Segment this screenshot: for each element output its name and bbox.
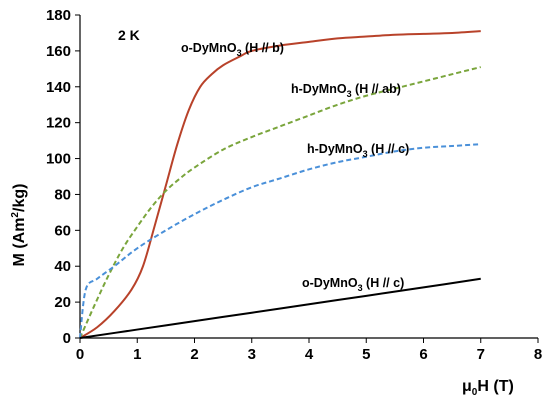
x-tick-label: 8 <box>534 346 542 363</box>
y-tick-label: 80 <box>54 186 71 203</box>
x-tick-label: 6 <box>419 346 427 363</box>
series-o-dymno3-h-c <box>79 277 481 339</box>
y-tick-label: 20 <box>54 294 71 311</box>
label-o-b: o-DyMnO3 (H // b) <box>181 41 284 58</box>
x-tick-label: 0 <box>76 346 84 363</box>
y-tick-label: 0 <box>63 330 71 347</box>
x-tick-label: 7 <box>477 346 485 363</box>
y-tick-label: 120 <box>46 115 71 132</box>
series-layer <box>79 30 481 339</box>
series-h-dymno3-h-ab <box>79 66 481 339</box>
x-tick-label: 1 <box>133 346 141 363</box>
temperature-label: 2 K <box>118 27 140 43</box>
x-tick-label: 5 <box>362 346 370 363</box>
y-tick-label: 100 <box>46 151 71 168</box>
y-tick-label: 60 <box>54 222 71 239</box>
y-tick-label: 180 <box>46 7 71 24</box>
y-tick-label: 140 <box>46 79 71 96</box>
x-tick-label: 4 <box>305 346 314 363</box>
x-tick-label: 2 <box>190 346 198 363</box>
series-o-dymno3-h-b <box>79 30 481 339</box>
label-h-ab: h-DyMnO3 (H // ab) <box>291 82 401 99</box>
y-axis-title: M (Am2/kg) <box>10 184 28 267</box>
label-h-c: h-DyMnO3 (H // c) <box>307 142 409 159</box>
y-tick-label: 160 <box>46 43 71 60</box>
x-tick-label: 3 <box>248 346 256 363</box>
label-o-c: o-DyMnO3 (H // c) <box>302 276 404 293</box>
x-axis-title: μ0H (T) <box>462 378 514 398</box>
series-h-dymno3-h-c <box>79 143 481 339</box>
y-tick-label: 40 <box>54 258 71 275</box>
